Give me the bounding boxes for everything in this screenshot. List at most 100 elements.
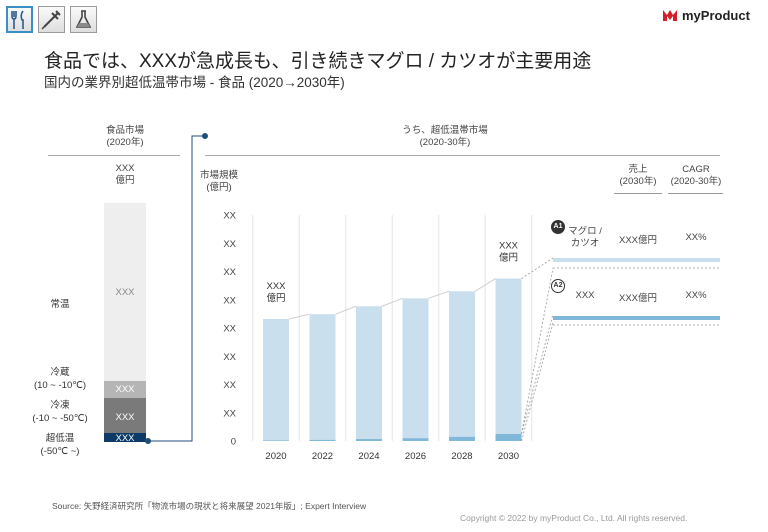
table-header-sales: 売上 (2030年): [612, 164, 664, 189]
bar-segment-xxx: [495, 433, 522, 441]
category-name: 冷蔵: [50, 367, 70, 378]
data-label: 億円: [266, 292, 285, 304]
y-tick-label: XX: [223, 324, 236, 335]
row-name-line1: マグロ /: [568, 226, 602, 237]
y-tick-label: XX: [223, 267, 236, 278]
right-header-line1: うち、超低温帯市場: [402, 125, 488, 136]
y-tick-label: XX: [223, 211, 236, 222]
x-tick-label: 2022: [312, 451, 333, 462]
row-badge-a2: A2: [551, 279, 565, 293]
x-tick-label: 2024: [358, 451, 379, 462]
stack-segment-chilled: [104, 381, 146, 398]
sales-header-line1: 売上: [628, 164, 648, 175]
bridge-line: [521, 267, 554, 435]
bar-segment-tuna: [495, 278, 522, 434]
ylabel-line1: 市場規模: [200, 170, 239, 181]
row-name-a2: XXX: [575, 290, 595, 301]
toolbar-button-medical[interactable]: [38, 6, 65, 33]
bar-segment-tuna: [263, 318, 289, 441]
y-tick-label: XX: [223, 380, 236, 391]
bridge-line: [521, 257, 554, 279]
data-label: 億円: [499, 252, 518, 264]
category-label-chilled: 冷蔵 (10 ~ -10℃): [30, 367, 90, 393]
trend-connector: [474, 278, 496, 292]
trend-connector: [428, 290, 450, 299]
page-title: 食品では、XXXが急成長も、引き続きマグロ / カツオが主要用途: [44, 51, 592, 72]
segment-value-ambient: XXX: [115, 287, 135, 298]
left-panel-header: 食品市場 (2020年): [85, 125, 165, 150]
bar-segment-tuna: [309, 314, 336, 440]
y-tick-label: 0: [231, 437, 236, 448]
panel-connector: [145, 133, 208, 444]
sales-header-line2: (2030年): [619, 176, 657, 188]
left-total-value: XXX: [115, 163, 135, 174]
category-label-ambient: 常温: [30, 299, 90, 312]
category-name: 常温: [50, 299, 70, 310]
segment-value-frozen: XXX: [115, 412, 135, 423]
left-header-divider: [48, 155, 180, 156]
data-label: XXX: [499, 241, 519, 252]
x-tick-label: 2020: [265, 451, 286, 462]
segment-value-chilled: XXX: [115, 384, 135, 395]
bar-segment-tuna: [449, 291, 475, 437]
category-range: (-10 ~ -50℃): [32, 412, 88, 424]
row-badge-a1: A1: [551, 220, 565, 234]
connector-start-dot: [145, 438, 151, 444]
bridge-line: [521, 313, 554, 435]
row-sales-a1: XXX億円: [618, 235, 657, 246]
right-header-divider: [205, 155, 720, 156]
copyright-note: Copyright © 2022 by myProduct Co., Ltd. …: [460, 513, 688, 523]
trend-connector: [288, 313, 310, 320]
sales-header-underline: [614, 193, 662, 194]
left-total-unit: 億円: [115, 175, 135, 187]
y-tick-label: XX: [223, 408, 236, 419]
row-cagr-a1: XX%: [685, 232, 707, 243]
category-label-ultralow: 超低温 (-50℃ ~): [30, 433, 90, 459]
row-sales-a2: XXX億円: [618, 293, 657, 304]
row-name-line2: カツオ: [570, 238, 600, 250]
row-name-a1: マグロ / カツオ: [562, 226, 608, 251]
utensils-icon: [11, 10, 24, 29]
bar-segment-xxx: [356, 439, 382, 441]
ylabel-line2: (億円): [206, 182, 232, 194]
left-total-label: XXX 億円: [100, 163, 150, 188]
left-header-line1: 食品市場: [105, 125, 144, 136]
toolbar-button-food[interactable]: [6, 6, 33, 33]
bar-segment-xxx: [402, 438, 429, 441]
connector-end-dot: [202, 133, 208, 139]
segment-value-ultralow: XXX: [115, 433, 135, 444]
y-tick-label: XX: [223, 352, 236, 363]
y-tick-label: XX: [223, 295, 236, 306]
category-range: (-50℃ ~): [40, 445, 80, 457]
bar-segment-xxx: [263, 440, 289, 441]
bridge-line: [521, 322, 554, 442]
category-name: 冷凍: [50, 400, 70, 411]
brand-logo: myProduct: [662, 6, 750, 24]
category-range: (10 ~ -10℃): [33, 379, 87, 391]
toolbar-button-chemical[interactable]: [70, 6, 97, 33]
trend-connector: [335, 305, 357, 315]
flask-icon: [75, 10, 92, 28]
row-band-a2: [553, 316, 720, 320]
y-axis-title: 市場規模 (億円): [200, 170, 238, 195]
category-label-frozen: 冷凍 (-10 ~ -50℃): [30, 400, 90, 426]
bar-segment-tuna: [402, 298, 429, 439]
bar-segment-xxx: [449, 436, 475, 441]
cagr-header-line2: (2020-30年): [670, 176, 722, 188]
trend-connector: [381, 297, 403, 307]
x-tick-label: 2028: [451, 451, 472, 462]
source-note: Source: 矢野経済研究所「物流市場の現状と将来展望 2021年版」; Ex…: [52, 501, 367, 511]
cagr-header-line1: CAGR: [682, 164, 710, 175]
row-band-a1: [553, 258, 720, 262]
bar-segment-tuna: [356, 306, 382, 440]
bar-segment-xxx: [309, 439, 336, 441]
x-tick-label: 2030: [498, 451, 519, 462]
category-name: 超低温: [45, 433, 75, 444]
brand-name: myProduct: [682, 7, 750, 23]
stack-segment-ambient: [104, 203, 146, 381]
right-panel-header: うち、超低温帯市場 (2020-30年): [380, 125, 510, 150]
data-label: XXX: [266, 281, 286, 292]
cagr-header-underline: [668, 193, 723, 194]
syringe-icon: [41, 10, 61, 30]
